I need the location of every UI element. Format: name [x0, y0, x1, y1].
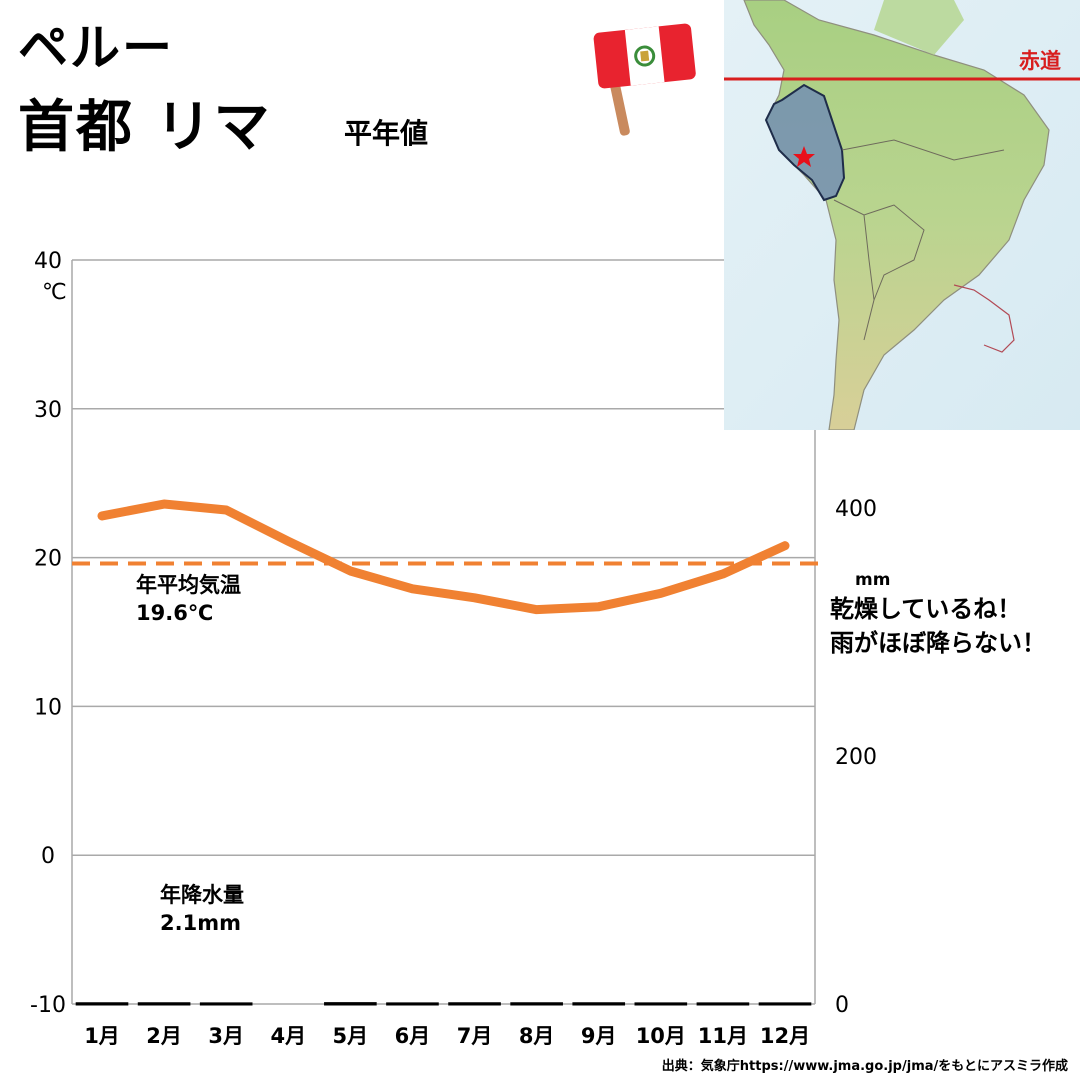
precip-value: 2.1mm — [160, 911, 241, 935]
precip-bar — [386, 1002, 439, 1006]
equator-label: 赤道 — [1019, 49, 1061, 73]
capital-title: 首都 リマ — [18, 95, 272, 160]
right-tick-label: 0 — [835, 993, 849, 1018]
avg-temp-label: 年平均気温 — [136, 573, 241, 597]
month-label: 6月 — [395, 1024, 431, 1048]
normal-values-label: 平年値 — [344, 117, 429, 150]
month-label: 11月 — [698, 1024, 748, 1048]
left-tick-label: 10 — [34, 695, 62, 720]
precip-bar — [758, 1002, 812, 1006]
source-credit: 出典：気象庁https://www.jma.go.jp/jma/をもとにアスミラ… — [661, 1059, 1069, 1074]
precip-bar — [448, 1002, 501, 1006]
precip-bar — [634, 1002, 688, 1006]
left-axis-unit: ℃ — [42, 280, 67, 305]
right-tick-label: 200 — [835, 745, 877, 770]
right-tick-label: 400 — [835, 497, 877, 522]
month-label: 8月 — [519, 1024, 555, 1048]
precipitation-series — [75, 1002, 812, 1006]
dry-comment: 乾燥しているね！ 雨がほぼ降らない！ — [830, 592, 1046, 660]
precip-note: 年降水量 2.1mm — [160, 881, 244, 937]
precip-bar — [137, 1002, 191, 1006]
precip-bar — [572, 1002, 626, 1006]
month-label: 12月 — [760, 1024, 810, 1048]
map-graphic: 赤道 — [724, 0, 1080, 430]
left-tick-label: 30 — [34, 398, 62, 423]
month-label: 4月 — [270, 1024, 306, 1048]
month-label: 3月 — [208, 1024, 244, 1048]
precip-bar — [696, 1002, 750, 1006]
south-america-map: 赤道 — [724, 0, 1080, 430]
month-label: 7月 — [457, 1024, 493, 1048]
month-label: 2月 — [146, 1024, 182, 1048]
month-label: 10月 — [636, 1024, 686, 1048]
dry-comment-line1: 乾燥しているね！ — [830, 595, 1022, 623]
precip-label: 年降水量 — [160, 883, 244, 907]
left-tick-label: -10 — [30, 993, 66, 1018]
lima-marker-icon — [793, 146, 815, 167]
precip-bar — [510, 1002, 563, 1006]
month-labels: 1月 2月 3月 4月 5月 6月 7月 8月 9月 10月 11月 12月 — [84, 1024, 810, 1048]
avg-temp-value: 19.6℃ — [136, 601, 214, 625]
right-axis-unit: mm — [855, 570, 890, 590]
month-label: 5月 — [333, 1024, 369, 1048]
grid-lines — [71, 259, 816, 1005]
precip-bar — [324, 1002, 377, 1006]
precip-bar — [75, 1002, 129, 1006]
peru-shape — [764, 83, 846, 202]
precip-bar — [199, 1002, 253, 1006]
left-tick-label: 20 — [34, 547, 62, 572]
dry-comment-line2: 雨がほぼ降らない！ — [830, 629, 1046, 657]
month-label: 9月 — [581, 1024, 617, 1048]
left-axis-ticks: -10 0 10 20 30 40 — [30, 249, 66, 1018]
peru-flag-icon — [593, 23, 696, 136]
left-tick-label: 40 — [34, 249, 62, 274]
month-label: 1月 — [84, 1024, 120, 1048]
left-tick-label: 0 — [41, 844, 55, 869]
country-title: ペルー — [18, 19, 174, 77]
temperature-line — [97, 499, 790, 615]
avg-temp-note: 年平均気温 19.6℃ — [136, 571, 241, 627]
